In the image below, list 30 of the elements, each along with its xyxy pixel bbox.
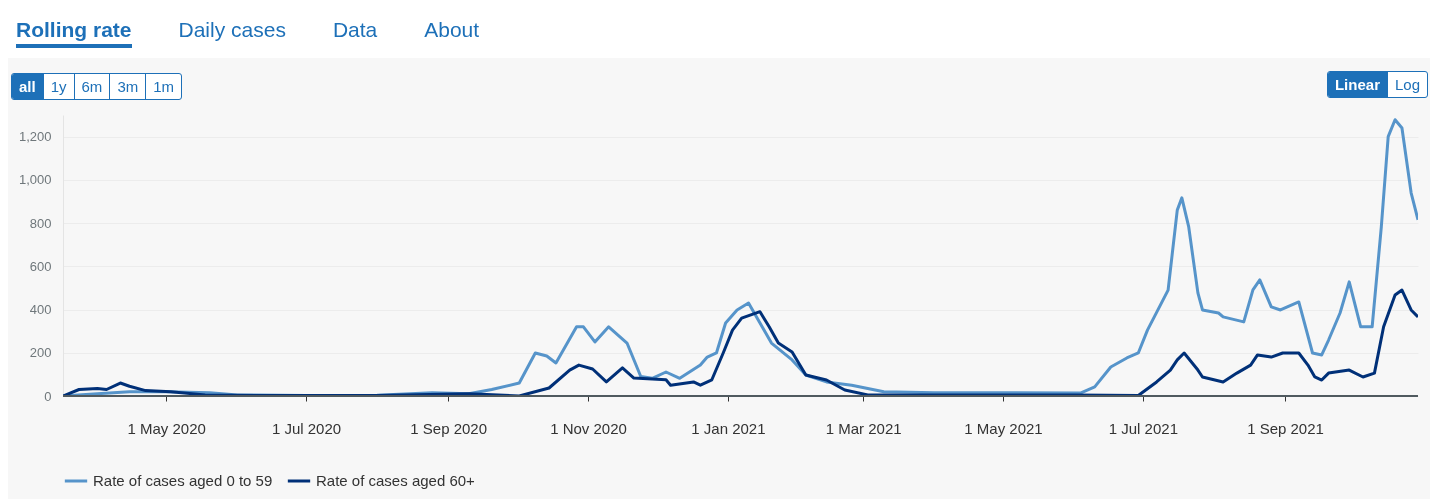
x-tick-label: 1 May 2020: [127, 419, 206, 437]
y-tick-label: 1,000: [18, 172, 52, 188]
x-tick-label: 1 Sep 2020: [410, 419, 488, 437]
y-tick-label: 800: [29, 215, 52, 231]
x-tick-label: 1 Jul 2020: [271, 419, 342, 437]
line-series: [63, 288, 1418, 396]
y-tick-label: 1,200: [18, 129, 52, 145]
y-tick-label: 600: [29, 258, 52, 274]
legend-label: Rate of cases aged 0 to 59: [93, 472, 273, 489]
text: About: [424, 18, 480, 43]
y-tick-label: 200: [29, 345, 52, 361]
y-tick-label: 0: [44, 388, 52, 404]
text: all: [12, 74, 43, 99]
text: 1y: [42, 74, 74, 99]
text: 3m: [109, 74, 146, 99]
y-tick-label: 400: [29, 302, 52, 318]
text: Log: [1386, 72, 1427, 97]
x-tick-label: 1 May 2021: [964, 419, 1043, 437]
x-tick-label: 1 Sep 2021: [1247, 419, 1324, 437]
x-tick-label: 1 Mar 2021: [825, 419, 902, 437]
text: Daily cases: [178, 18, 286, 43]
text: 1m: [145, 74, 182, 99]
x-tick-label: 1 Jul 2021: [1108, 419, 1178, 437]
x-tick-label: 1 Nov 2020: [550, 419, 627, 437]
text: Rolling rate: [16, 18, 132, 48]
text: 6m: [73, 74, 110, 99]
text: Linear: [1327, 72, 1387, 97]
text: Data: [332, 18, 378, 43]
legend-label: Rate of cases aged 60+: [316, 472, 476, 489]
x-tick-label: 1 Jan 2021: [691, 419, 766, 437]
